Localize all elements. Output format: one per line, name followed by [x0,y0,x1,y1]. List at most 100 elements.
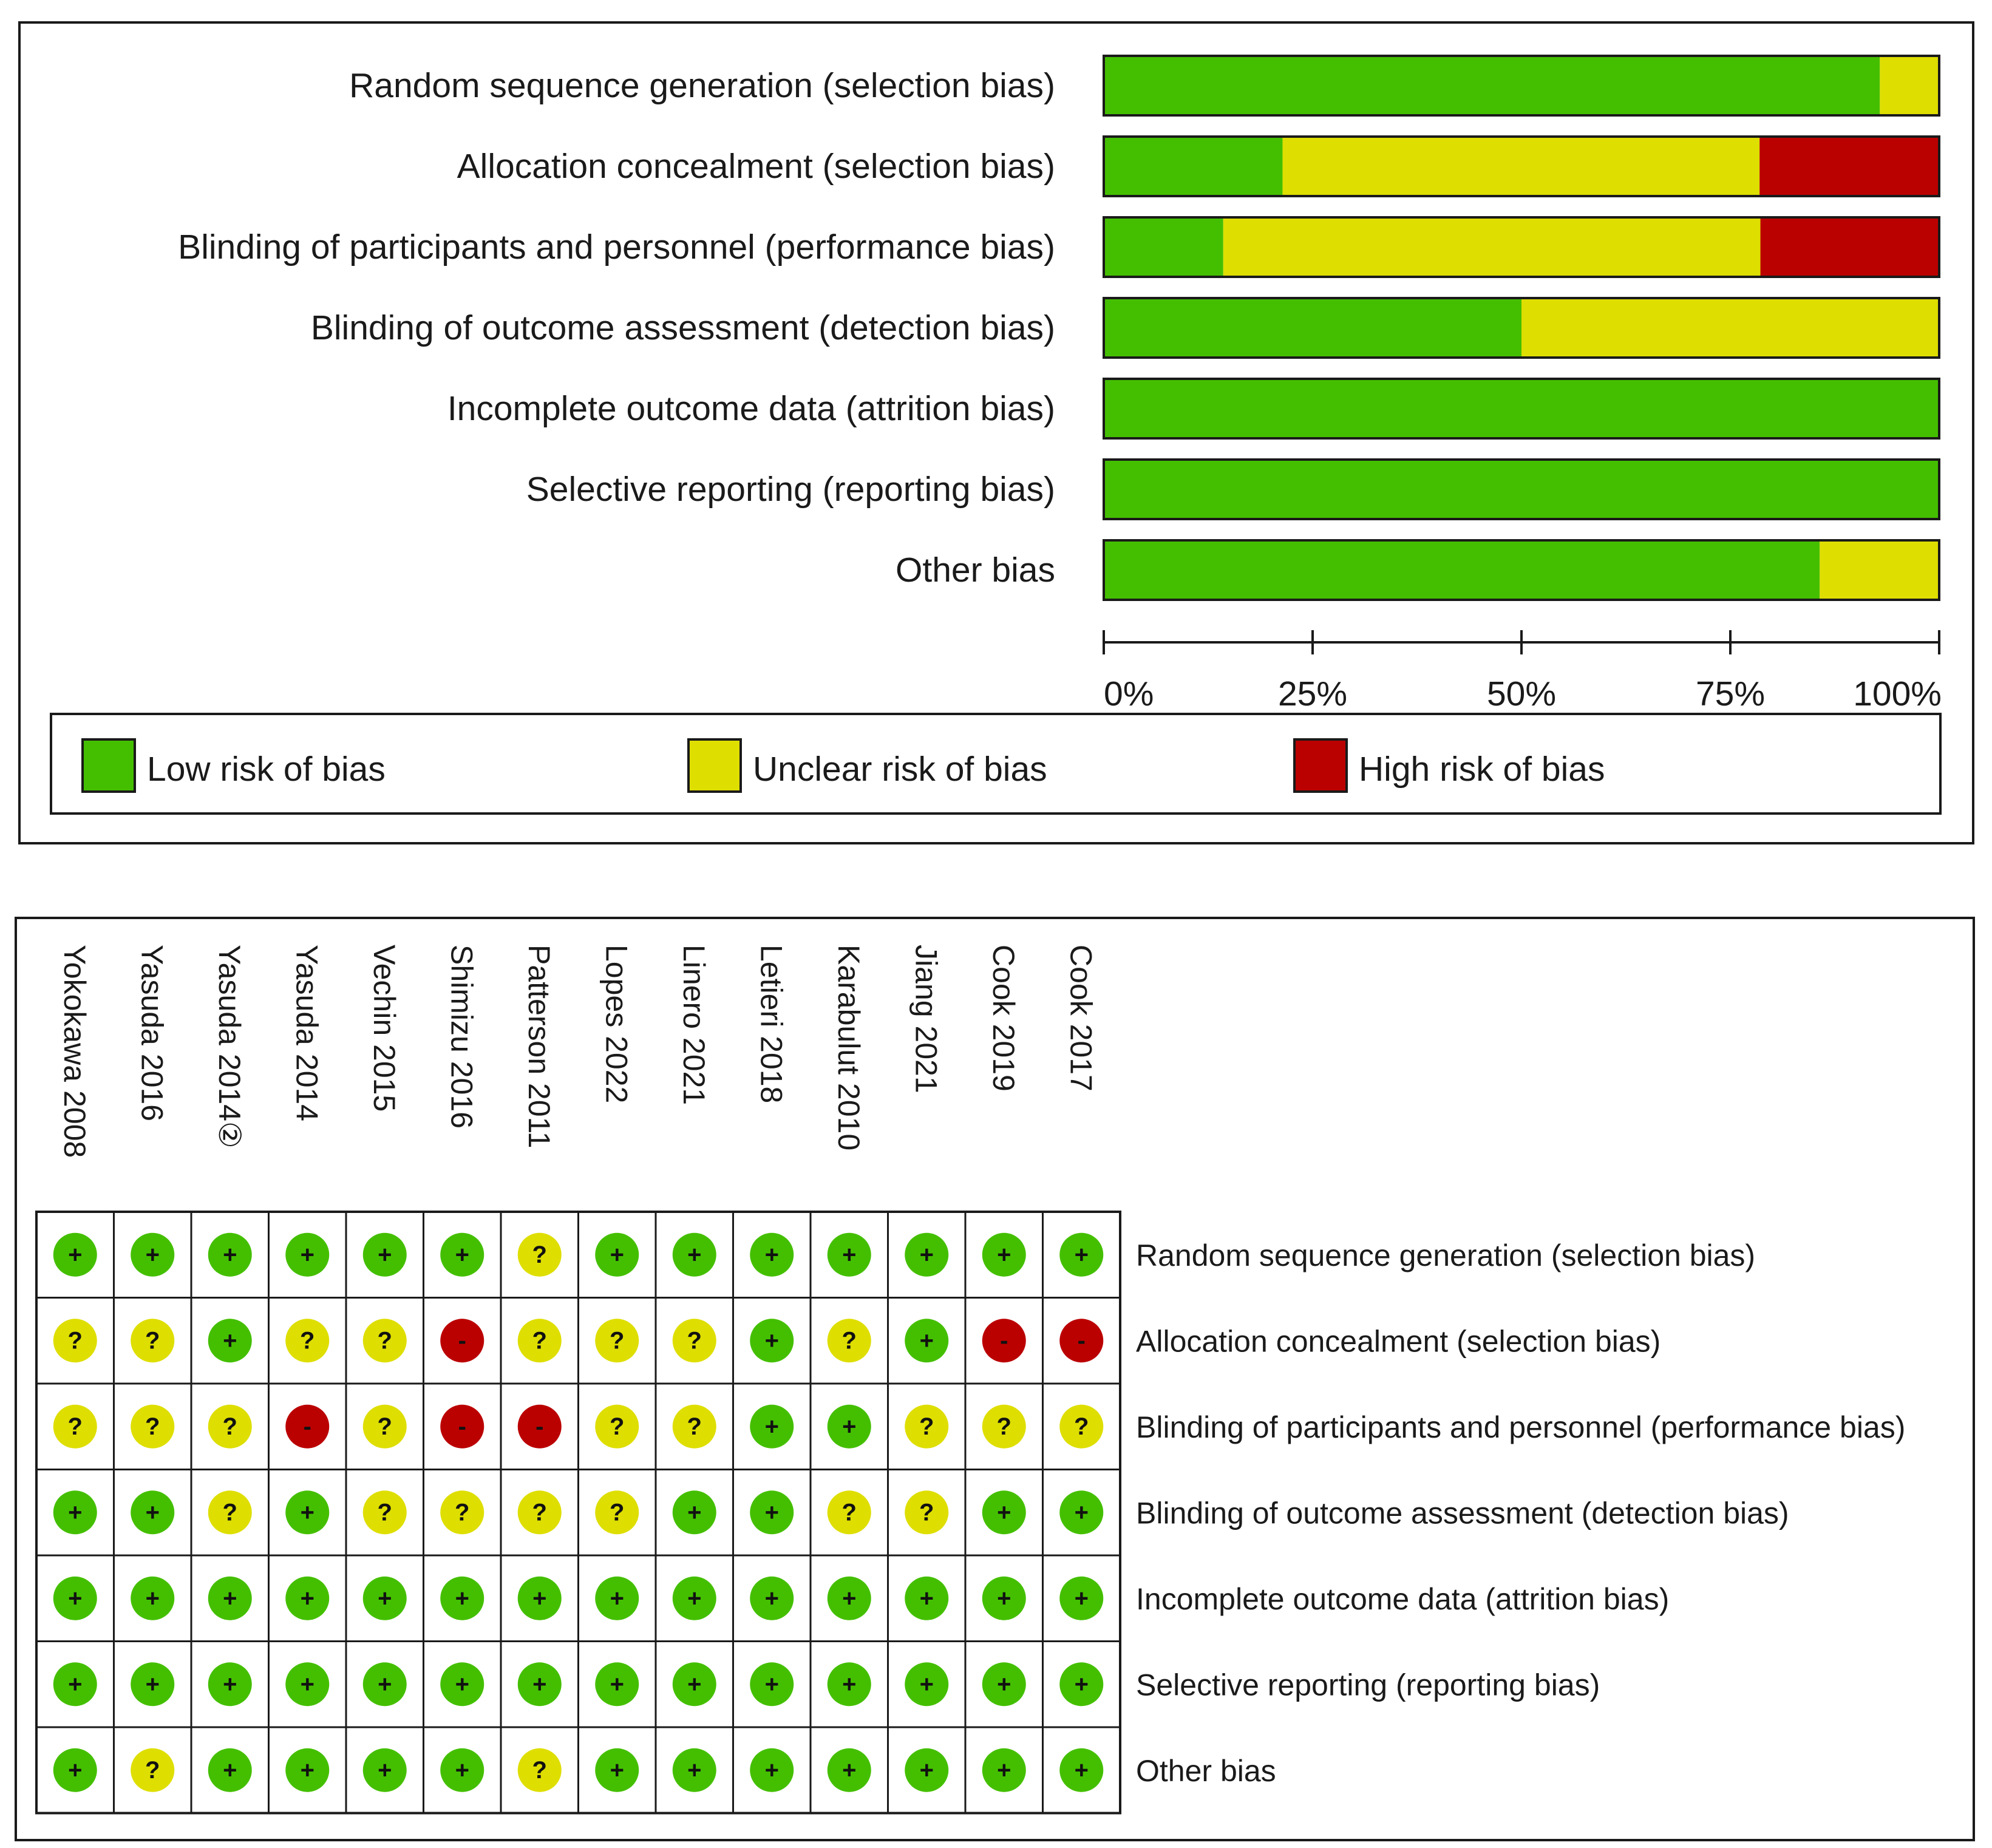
judgement-symbol: + [455,1585,469,1612]
judgement-symbol: + [146,1242,160,1268]
judgement-unclear-icon [208,1490,252,1535]
judgement-unclear-icon [1059,1404,1104,1449]
judgement-symbol: + [687,1757,701,1784]
bar-label: Incomplete outcome data (attrition bias) [447,389,1055,428]
legend-label: High risk of bias [1359,750,1605,789]
judgement-symbol: ? [997,1413,1011,1440]
bar-outline [1103,378,1940,440]
bar-label: Blinding of participants and personnel (… [178,228,1055,267]
judgement-low-icon [1059,1232,1104,1277]
judgement-low-icon [208,1748,252,1792]
judgement-low-icon [1059,1662,1104,1707]
judgement-symbol: + [223,1242,237,1268]
judgement-low-icon [131,1576,175,1620]
judgement-low-icon [905,1662,949,1707]
summary-panel-frame [15,917,1975,1841]
judgement-low-icon [827,1576,871,1620]
judgement-low-icon [1059,1748,1104,1792]
judgement-symbol: ? [378,1327,392,1354]
judgement-symbol: + [687,1242,701,1268]
judgement-low-icon [440,1662,484,1707]
judgement-unclear-icon [595,1490,639,1535]
judgement-symbol: + [146,1585,160,1612]
judgement-unclear-icon [517,1748,562,1792]
x-tick-label: 50% [1487,674,1556,713]
domain-label: Allocation concealment (selection bias) [1136,1324,1661,1358]
legend-swatch-low [81,738,136,793]
judgement-low-icon [53,1490,97,1535]
study-name: Yokokawa 2008 [58,945,92,1158]
judgement-symbol: + [842,1413,856,1440]
judgement-low-icon [285,1490,330,1535]
judgement-high-icon [982,1319,1026,1363]
judgement-symbol: ? [532,1242,547,1268]
judgement-low-icon [1059,1576,1104,1620]
judgement-symbol: + [68,1242,82,1268]
judgement-low-icon [362,1748,407,1792]
study-name: Lopes 2022 [599,945,633,1103]
judgement-symbol: + [68,1499,82,1526]
judgement-high-icon [1059,1319,1104,1363]
judgement-low-icon [362,1576,407,1620]
bar-segment-unclear [1282,137,1760,196]
study-name: Linero 2021 [677,945,711,1105]
bar-segment-high [1760,217,1939,277]
judgement-symbol: + [301,1671,314,1697]
judgement-symbol: + [146,1499,160,1526]
bar-segment-unclear [1820,540,1939,600]
judgement-symbol: + [378,1242,392,1268]
judgement-unclear-icon [595,1404,639,1449]
judgement-unclear-icon [53,1404,97,1449]
judgement-symbol: + [997,1499,1011,1526]
judgement-symbol: ? [1074,1413,1089,1440]
judgement-unclear-icon [905,1404,949,1449]
study-name: Yasuda 2014② [212,945,246,1149]
judgement-low-icon [905,1576,949,1620]
judgement-unclear-icon [131,1404,175,1449]
judgement-low-icon [595,1662,639,1707]
judgement-low-icon [672,1662,716,1707]
judgement-symbol: + [1075,1671,1089,1697]
judgement-symbol: ? [68,1413,83,1440]
bar-segment-unclear [1880,56,1939,115]
bar-label: Blinding of outcome assessment (detectio… [311,308,1055,347]
judgement-unclear-icon [517,1490,562,1535]
judgement-low-icon [517,1662,562,1707]
judgement-symbol: - [458,1327,466,1354]
judgement-unclear-icon [982,1404,1026,1449]
judgement-symbol: - [458,1413,466,1440]
judgement-symbol: + [68,1671,82,1697]
judgement-unclear-icon [517,1319,562,1363]
bar-segment-low [1104,137,1283,196]
judgement-unclear-icon [285,1319,330,1363]
bar-label: Random sequence generation (selection bi… [349,66,1055,105]
judgement-symbol: ? [145,1413,160,1440]
judgement-high-icon [517,1404,562,1449]
bar-segment-low [1104,217,1223,277]
judgement-symbol: + [301,1585,314,1612]
graph-panel-frame [18,21,1974,844]
judgement-low-icon [750,1404,794,1449]
bar-segment-low [1104,379,1939,438]
study-name: Patterson 2011 [522,945,556,1148]
judgement-symbol: + [842,1585,856,1612]
judgement-unclear-icon [672,1319,716,1363]
judgement-symbol: + [997,1242,1011,1268]
judgement-low-icon [362,1232,407,1277]
judgement-unclear-icon [362,1490,407,1535]
judgement-symbol: + [378,1671,392,1697]
judgement-low-icon [672,1490,716,1535]
judgement-symbol: + [687,1671,701,1697]
judgement-symbol: + [455,1242,469,1268]
judgement-low-icon [1059,1490,1104,1535]
judgement-symbol: + [765,1757,779,1784]
judgement-low-icon [982,1490,1026,1535]
judgement-low-icon [285,1576,330,1620]
judgement-low-icon [53,1576,97,1620]
judgement-low-icon [53,1232,97,1277]
legend-swatch-high [1293,738,1348,793]
judgement-symbol: + [687,1499,701,1526]
judgement-symbol: + [68,1757,82,1784]
judgement-symbol: - [1000,1327,1008,1354]
study-name: Cook 2017 [1064,945,1098,1092]
